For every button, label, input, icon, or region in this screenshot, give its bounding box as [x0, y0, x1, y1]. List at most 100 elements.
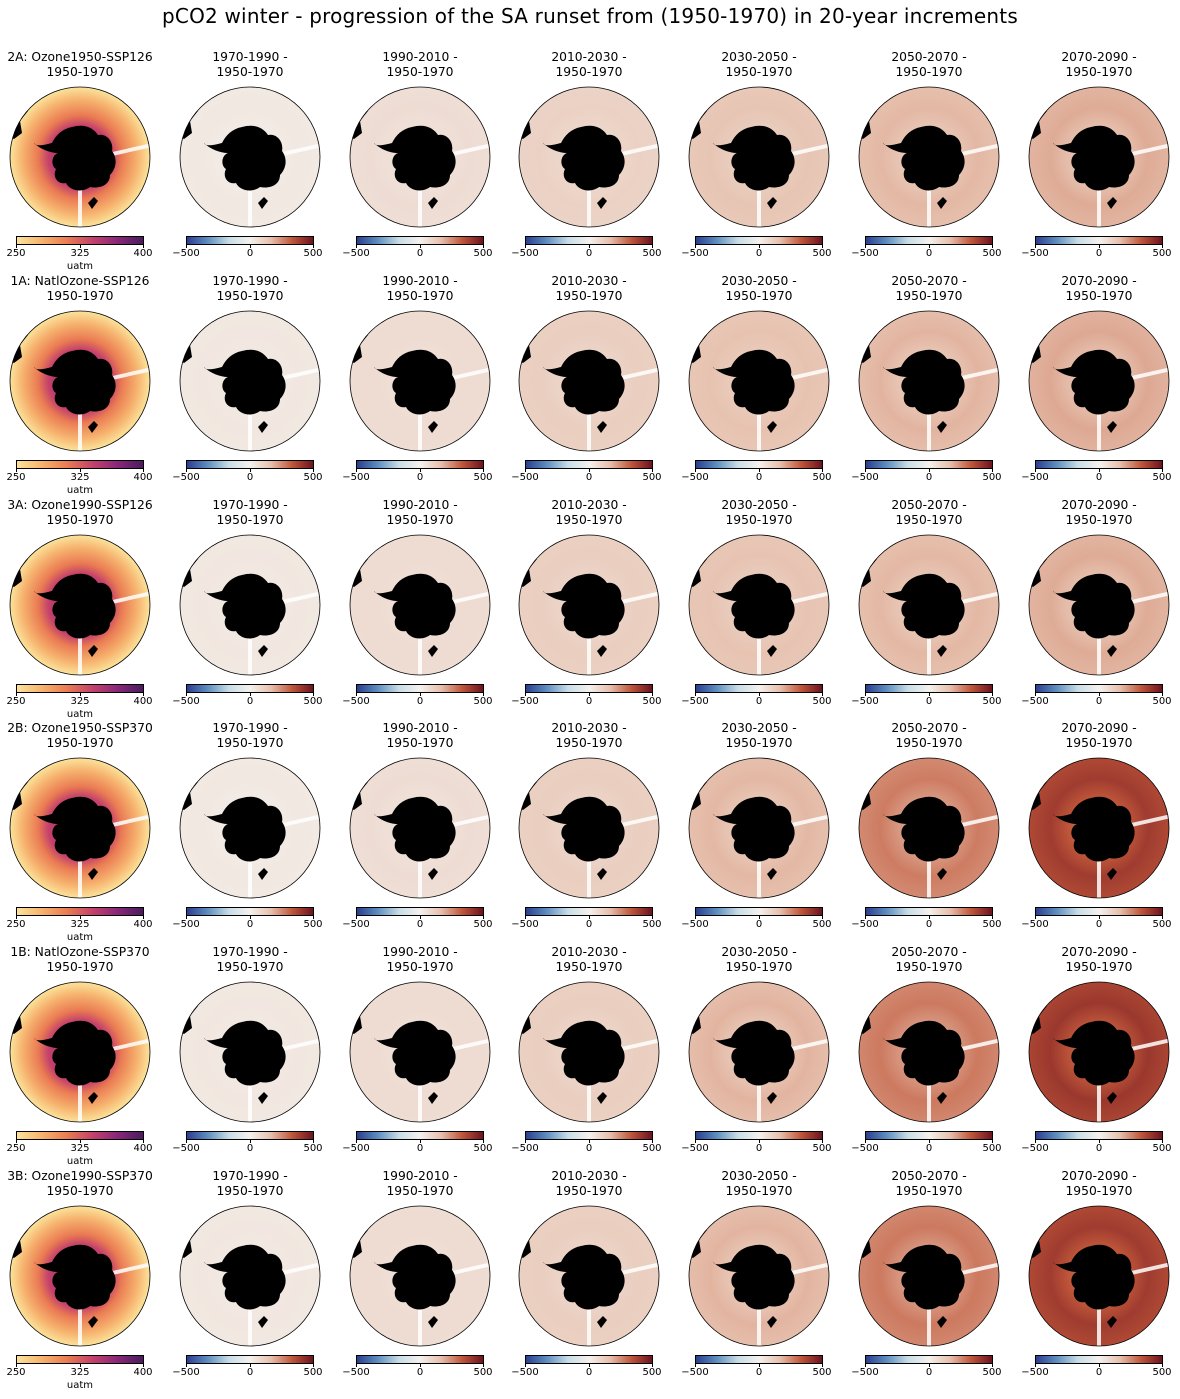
- colorbar-tick-label: 500: [812, 696, 832, 707]
- colorbar-tick: [929, 1364, 930, 1367]
- colorbar-tick: [186, 916, 187, 919]
- antarctica-land: [1053, 349, 1135, 415]
- colorbar: [1035, 907, 1163, 916]
- grid-seam: [587, 157, 591, 227]
- colorbar-tick: [250, 916, 251, 919]
- colorbar-tick-label: −500: [681, 248, 709, 259]
- colorbar-tick-label: 500: [1152, 248, 1172, 259]
- island-land: [428, 868, 438, 880]
- panel-title-line2: 1950-1970: [216, 960, 284, 974]
- colorbar-tick-label: 500: [303, 472, 323, 483]
- map-boundary: [9, 1205, 151, 1347]
- map-boundary: [518, 534, 660, 676]
- antarctica-land: [713, 796, 795, 862]
- polar-map: [179, 310, 321, 452]
- colorbar: [525, 460, 653, 469]
- colorbar-tick: [1162, 693, 1163, 696]
- panel-title-line1: 1970-1990 -: [212, 274, 288, 288]
- polar-map: [179, 1205, 321, 1347]
- colorbar-tick-label: 500: [473, 919, 493, 930]
- map-boundary: [518, 86, 660, 228]
- panel-title-line2: 1950-1970: [555, 1184, 623, 1198]
- panel-title-line1: 3B: Ozone1990-SSP370: [7, 1169, 153, 1183]
- colorbar-tick: [652, 1140, 653, 1143]
- colorbar-tick-label: 250: [6, 472, 26, 483]
- colorbar-tick-label: 500: [303, 248, 323, 259]
- island-land: [937, 197, 947, 209]
- colorbar-tick: [759, 1140, 760, 1143]
- grid-seam: [278, 591, 320, 605]
- colorbar-tick: [1099, 916, 1100, 919]
- polar-map: [518, 981, 660, 1123]
- colorbar-tick: [420, 469, 421, 472]
- antarctica-land: [543, 1244, 625, 1310]
- island-land: [258, 868, 268, 880]
- colorbar-tick: [420, 1140, 421, 1143]
- colorbar: [865, 236, 993, 245]
- panel-title-line2: 1950-1970: [725, 736, 793, 750]
- colorbar-tick: [695, 916, 696, 919]
- colorbar-tick: [143, 469, 144, 472]
- colorbar-tick: [1035, 1140, 1036, 1143]
- panel-title: 1970-1990 -1950-1970: [165, 945, 335, 975]
- colorbar-tick-label: −500: [851, 1367, 879, 1378]
- map-boundary: [688, 981, 830, 1123]
- grid-seam: [927, 1052, 931, 1122]
- panel-title-line1: 2030-2050 -: [721, 274, 797, 288]
- colorbar-tick: [652, 245, 653, 248]
- antarctica-land: [713, 1020, 795, 1086]
- island-land: [767, 868, 777, 880]
- antarctica-land: [883, 573, 965, 639]
- colorbar-tick: [589, 469, 590, 472]
- polar-map: [518, 1205, 660, 1347]
- panel-title-line2: 1950-1970: [725, 513, 793, 527]
- panel-title-line1: 2050-2070 -: [891, 1169, 967, 1183]
- colorbar-tick-label: 0: [416, 248, 424, 259]
- panel-title-line1: 1970-1990 -: [212, 50, 288, 64]
- panel-title-line1: 1970-1990 -: [212, 1169, 288, 1183]
- island-land: [88, 421, 98, 433]
- colorbar: [186, 907, 314, 916]
- antarctica-land: [34, 796, 116, 862]
- colorbar-tick: [589, 1364, 590, 1367]
- map-boundary: [688, 757, 830, 899]
- colorbar-unit-label: uatm: [66, 1380, 94, 1391]
- panel-title-line2: 1950-1970: [1065, 736, 1133, 750]
- panel-title-line1: 2B: Ozone1950-SSP370: [7, 721, 153, 735]
- grid-seam: [448, 1262, 490, 1276]
- polar-map: [179, 534, 321, 676]
- colorbar-tick-label: −500: [851, 919, 879, 930]
- colorbar-tick: [356, 469, 357, 472]
- colorbar: [525, 1355, 653, 1364]
- colorbar-tick: [1099, 469, 1100, 472]
- colorbar-tick-label: 500: [473, 696, 493, 707]
- antarctica-land: [204, 1244, 286, 1310]
- panel-title: 1990-2010 -1950-1970: [335, 945, 505, 975]
- colorbar-tick-label: −500: [1021, 1143, 1049, 1154]
- colorbar-tick-label: −500: [681, 919, 709, 930]
- antarctica-land: [374, 1020, 456, 1086]
- colorbar-tick-label: 0: [755, 1367, 763, 1378]
- colorbar-tick-label: 500: [473, 472, 493, 483]
- panel-title-line1: 2030-2050 -: [721, 50, 797, 64]
- map-boundary: [688, 86, 830, 228]
- panel-title-line1: 2A: Ozone1950-SSP126: [7, 50, 153, 64]
- colorbar-tick: [525, 1364, 526, 1367]
- grid-seam: [1127, 591, 1169, 605]
- panel-title: 2030-2050 -1950-1970: [674, 721, 844, 751]
- colorbar-tick-label: 500: [1152, 1367, 1172, 1378]
- colorbar-tick: [80, 1364, 81, 1367]
- colorbar-tick-label: 500: [812, 919, 832, 930]
- colorbar-tick-label: 500: [642, 919, 662, 930]
- panel-title-line2: 1950-1970: [555, 513, 623, 527]
- panel-title-line2: 1950-1970: [1065, 1184, 1133, 1198]
- island-land: [597, 197, 607, 209]
- panel-title: 2010-2030 -1950-1970: [504, 498, 674, 528]
- colorbar-tick-label: 250: [6, 248, 26, 259]
- island-land: [767, 421, 777, 433]
- grid-seam: [248, 157, 252, 227]
- colorbar-tick: [652, 693, 653, 696]
- island-land: [88, 868, 98, 880]
- panel-title: 2030-2050 -1950-1970: [674, 945, 844, 975]
- panel-title-line1: 2010-2030 -: [551, 50, 627, 64]
